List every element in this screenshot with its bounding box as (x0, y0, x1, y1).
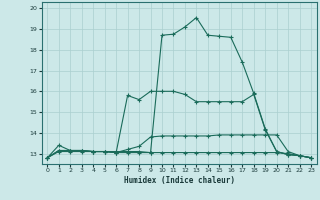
X-axis label: Humidex (Indice chaleur): Humidex (Indice chaleur) (124, 176, 235, 185)
